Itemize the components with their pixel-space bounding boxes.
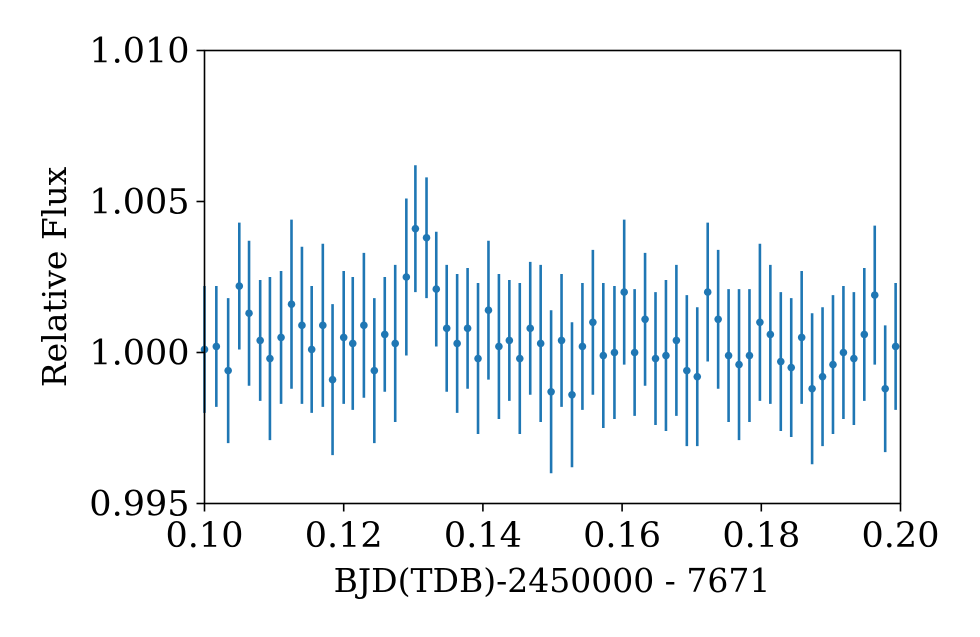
x-tick-label: 0.20 xyxy=(862,516,940,556)
data-point xyxy=(589,318,597,327)
data-point xyxy=(672,336,681,345)
data-point xyxy=(557,336,566,345)
data-point xyxy=(881,384,889,393)
data-point xyxy=(515,354,524,363)
x-tick-label: 0.14 xyxy=(444,516,522,556)
data-point xyxy=(307,345,316,354)
data-point xyxy=(651,354,660,363)
data-point xyxy=(683,366,691,375)
x-axis-label: BJD(TDB)-2450000 - 7671 xyxy=(334,561,771,600)
data-point xyxy=(714,315,722,324)
data-point xyxy=(298,321,306,330)
data-point xyxy=(339,333,348,342)
data-point xyxy=(402,273,411,281)
y-tick-label: 0.995 xyxy=(89,485,189,525)
data-point xyxy=(829,360,837,369)
data-point xyxy=(422,233,431,242)
data-point xyxy=(453,339,461,348)
data-point xyxy=(630,348,639,357)
data-point xyxy=(787,363,796,372)
data-point xyxy=(839,348,848,357)
y-tick-label: 1.010 xyxy=(89,32,189,72)
data-point xyxy=(568,390,576,399)
data-point xyxy=(256,336,264,345)
data-point xyxy=(380,330,389,339)
data-point xyxy=(277,333,285,342)
data-point xyxy=(547,387,555,396)
x-tick-label: 0.10 xyxy=(166,516,244,556)
x-tick-label: 0.16 xyxy=(583,516,661,556)
data-point xyxy=(756,318,764,327)
y-tick-label: 1.005 xyxy=(89,183,189,223)
plot-frame xyxy=(203,49,902,505)
x-tick-label: 0.18 xyxy=(722,516,800,556)
data-point xyxy=(319,321,327,330)
data-point xyxy=(370,366,379,375)
data-point xyxy=(411,224,420,233)
data-point xyxy=(693,372,702,381)
data-point xyxy=(526,324,535,333)
data-layer xyxy=(200,165,900,474)
data-point xyxy=(463,324,472,333)
data-point xyxy=(891,342,900,351)
x-tick-label: 0.12 xyxy=(305,516,383,556)
data-point xyxy=(442,324,451,333)
data-point xyxy=(536,339,545,348)
data-point xyxy=(266,354,274,363)
data-point xyxy=(662,351,670,360)
data-point xyxy=(703,288,712,296)
data-point xyxy=(348,339,357,348)
data-point xyxy=(797,333,806,342)
data-point xyxy=(745,351,754,360)
data-point xyxy=(808,384,816,393)
data-point xyxy=(724,351,733,360)
data-point xyxy=(860,330,869,339)
data-point xyxy=(870,291,879,299)
data-point xyxy=(474,354,482,363)
data-point xyxy=(224,366,232,375)
data-point xyxy=(818,372,827,381)
data-point xyxy=(245,309,253,318)
data-point xyxy=(484,306,493,315)
data-point xyxy=(610,348,619,357)
data-point xyxy=(735,360,743,369)
data-point xyxy=(432,285,441,293)
data-point xyxy=(620,288,628,296)
data-point xyxy=(235,282,244,290)
data-point xyxy=(578,342,587,351)
data-point xyxy=(599,351,608,360)
data-point xyxy=(766,330,775,339)
data-point xyxy=(850,354,858,363)
y-axis-label: Relative Flux xyxy=(35,166,74,387)
data-point xyxy=(212,342,221,351)
data-point xyxy=(328,375,337,384)
tick-layer: 0.10 0.12 0.14 0.16 0.18 0.20 0.995 1.000 1.005 1… xyxy=(89,32,939,557)
data-point xyxy=(391,339,400,348)
data-point xyxy=(641,315,649,324)
data-point xyxy=(360,321,368,330)
data-point xyxy=(287,300,296,308)
y-tick-label: 1.000 xyxy=(89,334,189,374)
data-point xyxy=(505,336,514,345)
data-point xyxy=(776,357,785,366)
data-point xyxy=(495,342,503,351)
